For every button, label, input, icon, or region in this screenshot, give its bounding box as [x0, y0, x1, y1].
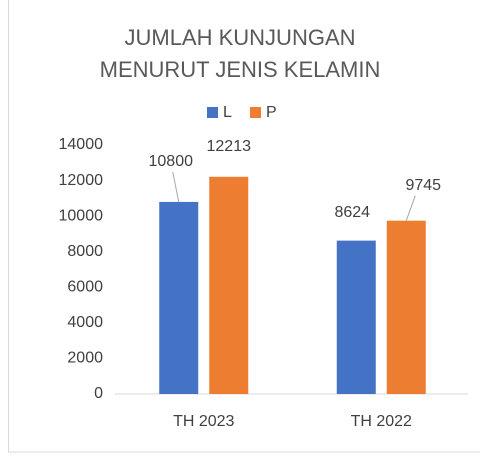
- leader-line: [172, 171, 180, 203]
- legend-label: P: [266, 104, 277, 121]
- data-label: 12213: [207, 138, 252, 155]
- chart-title: JUMLAH KUNJUNGAN MENURUT JENIS KELAMIN: [99, 25, 381, 82]
- leader-line: [405, 195, 416, 221]
- y-tick-label: 0: [94, 385, 103, 402]
- data-label: 9745: [405, 177, 441, 194]
- bar: [386, 220, 426, 394]
- bar: [209, 176, 249, 394]
- y-tick-label: 6000: [67, 279, 103, 296]
- legend-swatch: [207, 107, 218, 118]
- y-tick-label: 10000: [59, 207, 104, 224]
- y-tick-label: 4000: [67, 314, 103, 331]
- y-tick-label: 12000: [59, 172, 104, 189]
- y-tick-label: 14000: [59, 136, 104, 153]
- bar: [336, 240, 376, 394]
- x-tick-label: TH 2022: [351, 413, 412, 430]
- y-tick-label: 8000: [67, 243, 103, 260]
- data-label: 8624: [334, 204, 370, 221]
- data-label: 10800: [149, 153, 194, 170]
- chart-frame: [8, 0, 480, 453]
- legend-swatch: [250, 107, 261, 118]
- legend-label: L: [223, 104, 232, 121]
- y-tick-label: 2000: [67, 350, 103, 367]
- bar: [159, 201, 199, 394]
- x-tick-label: TH 2023: [173, 413, 234, 430]
